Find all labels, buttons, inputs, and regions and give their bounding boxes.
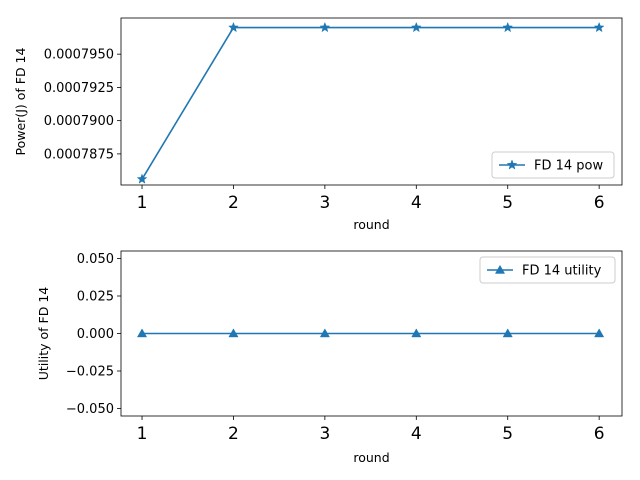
data-point-marker <box>594 328 605 338</box>
chart-panel-2: −0.050 −0.025 0.000 0.025 0.050 1 2 3 4 5 6 round Ut… <box>36 250 623 465</box>
series-line-1 <box>141 26 600 180</box>
x-tick-label: 1 <box>137 193 148 213</box>
x-tick-label: 6 <box>594 424 605 444</box>
x-axis-title: round <box>353 450 389 465</box>
y-tick-label: 0.0007925 <box>44 81 114 96</box>
data-point-marker <box>593 21 605 33</box>
y-axis-title: Utility of FD 14 <box>36 287 51 381</box>
plot-area-frame <box>120 17 623 186</box>
data-point-marker <box>136 173 148 184</box>
y-tick-label: 0.050 <box>77 252 114 267</box>
data-point-marker <box>319 21 331 33</box>
x-tick-label: 2 <box>228 193 239 213</box>
x-tick-label: 3 <box>319 193 330 213</box>
x-axis-title: round <box>353 217 389 232</box>
x-tick-label: 2 <box>228 424 239 444</box>
y-tick-label: −0.050 <box>66 402 114 417</box>
legend: FD 14 utility <box>479 256 616 284</box>
data-point-marker <box>228 21 239 33</box>
data-point-marker <box>411 328 422 338</box>
y-tick-label: 0.000 <box>77 327 114 342</box>
data-point-marker <box>502 328 513 338</box>
legend: FD 14 pow <box>491 151 615 179</box>
y-tick-label: 0.025 <box>77 290 114 305</box>
y-tick-label: 0.0007875 <box>44 147 114 162</box>
x-tick-label: 3 <box>319 424 330 444</box>
x-tick-label: 5 <box>502 424 513 444</box>
x-tick-label: 6 <box>594 193 605 213</box>
data-point-marker <box>502 21 514 33</box>
legend-box <box>479 256 616 284</box>
data-point-marker <box>319 328 330 338</box>
x-tick-label: 5 <box>502 193 513 213</box>
legend-marker <box>506 159 518 170</box>
x-tick-label: 4 <box>411 193 422 213</box>
legend-label: FD 14 pow <box>534 159 604 174</box>
data-point-marker <box>228 328 239 338</box>
x-tick-label: 4 <box>411 424 422 444</box>
y-tick-label: 0.0007900 <box>44 114 114 129</box>
legend-marker <box>494 264 506 274</box>
x-tick-label: 1 <box>137 424 148 444</box>
data-point-marker <box>136 328 148 338</box>
data-point-marker <box>410 21 422 33</box>
y-tick-label: −0.025 <box>66 365 114 380</box>
legend-label: FD 14 utility <box>522 264 602 279</box>
legend-box <box>491 151 615 179</box>
y-tick-label: 0.0007950 <box>44 48 114 63</box>
y-axis-title: Power(J) of FD 14 <box>13 47 28 155</box>
chart-panel-1: 0.0007875 0.0007900 0.0007925 0.0007950 1 2 3 4… <box>13 17 623 232</box>
